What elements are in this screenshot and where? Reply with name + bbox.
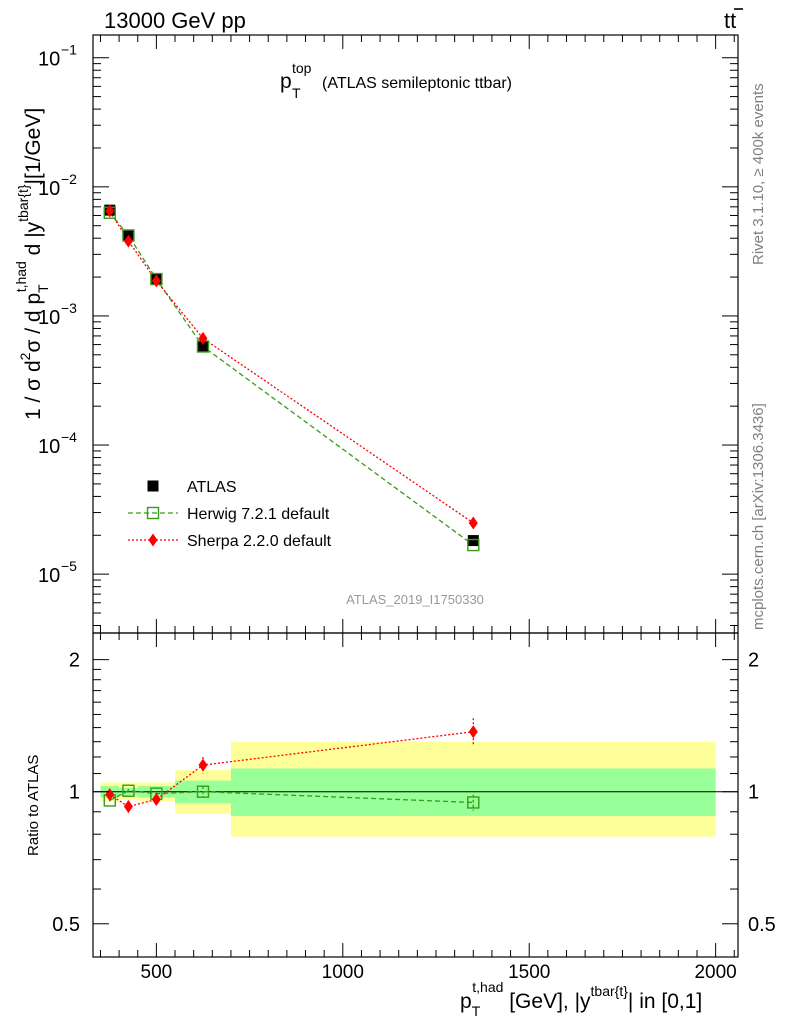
- main-y-tick-exponent: −1: [61, 42, 77, 58]
- ratio-y-tick-label-right: 1: [748, 782, 759, 804]
- title-sup: top: [292, 60, 312, 76]
- title-rest: (ATLAS semileptonic ttbar): [322, 75, 512, 92]
- sherpa-point: [151, 274, 161, 288]
- atlas-point: [467, 535, 479, 547]
- sherpa-ratio-point: [123, 800, 133, 814]
- main-y-tick-label: 10: [38, 436, 60, 458]
- ylabel-a: 1 / σ d: [22, 360, 45, 420]
- ylabel-sup2: t,had: [13, 261, 29, 292]
- rivet-label: Rivet 3.1.10, ≥ 400k events: [750, 83, 767, 265]
- main-y-tick-label: 10: [38, 49, 60, 71]
- xlabel-sup2: tbar{t}: [591, 983, 629, 999]
- xlabel-tail: | in [0,1]: [628, 990, 702, 1013]
- x-axis-label: pTt,had [GeV], |ytbar{t}| in [0,1]: [460, 979, 702, 1019]
- x-tick-label: 2000: [694, 962, 736, 983]
- herwig-point: [467, 538, 480, 552]
- sherpa-ratio-point: [468, 725, 478, 739]
- ylabel-sup3: tbar{t}: [15, 184, 31, 222]
- header-collision-label: 13000 GeV pp: [104, 8, 246, 33]
- svg-text:1 / σ d2σ / d pTt,had d |ytbar: 1 / σ d2σ / d pTt,had d |ytbar{t}|[1/GeV…: [13, 108, 51, 420]
- x-tick-label: 1500: [508, 962, 550, 983]
- band-stat: [230, 768, 716, 817]
- main-y-tick-exponent: −2: [61, 171, 77, 187]
- legend-herwig-label: Herwig 7.2.1 default: [187, 506, 330, 523]
- ratio-y-tick-label-left: 2: [69, 650, 80, 672]
- ylabel-c: d |y: [22, 221, 45, 261]
- main-plot: [103, 204, 480, 552]
- ratio-bands: [100, 741, 716, 837]
- x-tick-label: 1000: [322, 962, 364, 983]
- ratio-y-tick-label-left: 0.5: [52, 914, 80, 936]
- main-y-tick-exponent: −5: [61, 558, 77, 574]
- herwig-ratio-point: [467, 796, 480, 809]
- herwig-line: [109, 212, 474, 546]
- svg-text:pTt,had [GeV], |ytbar{t}| in [: pTt,had [GeV], |ytbar{t}| in [0,1]: [460, 979, 702, 1019]
- xlabel-mid: [GeV], |y: [503, 990, 591, 1013]
- main-y-tick-exponent: −3: [61, 300, 77, 316]
- atlas-point: [197, 340, 209, 352]
- legend-atlas-label: ATLAS: [187, 479, 237, 496]
- sherpa-point: [468, 516, 478, 530]
- sherpa-ratio-point: [198, 758, 208, 772]
- sherpa-point: [198, 331, 208, 345]
- ratio-y-axis-label: Ratio to ATLAS: [25, 755, 42, 856]
- title-p: p: [280, 70, 292, 93]
- sherpa-ratio-point: [151, 792, 161, 806]
- sherpa-point: [123, 234, 133, 248]
- ratio-y-tick-label-right: 0.5: [748, 914, 776, 936]
- main-y-tick-label: 10: [38, 565, 60, 587]
- legend: ATLAS Herwig 7.2.1 default Sherpa 2.2.0 de…: [128, 479, 332, 550]
- title-sub: T: [292, 85, 301, 101]
- sherpa-line: [109, 210, 474, 524]
- ylabel-sub: T: [35, 284, 51, 293]
- ratio-plot: [93, 718, 738, 814]
- herwig-ratio-point: [196, 785, 210, 798]
- ylabel-d: |[1/GeV]: [22, 108, 45, 185]
- legend-sherpa-marker: [148, 533, 158, 547]
- x-tick-label: 500: [141, 962, 173, 983]
- legend-herwig-marker: [146, 506, 160, 520]
- main-y-tick-label: 10: [38, 307, 60, 329]
- main-y-tick-label: 10: [38, 178, 60, 200]
- xlabel-sub: T: [472, 1003, 481, 1019]
- sherpa-point: [105, 204, 115, 218]
- xlabel-sup: t,had: [472, 979, 503, 995]
- ylabel-sup1: 2: [17, 352, 33, 360]
- xlabel-p: p: [460, 990, 472, 1013]
- legend-sherpa-label: Sherpa 2.2.0 default: [187, 533, 332, 550]
- ratio-y-tick-label-right: 2: [748, 650, 759, 672]
- header-process-label: tt: [724, 8, 736, 33]
- ratio-y-tick-label-left: 1: [69, 782, 80, 804]
- process-tt: tt: [724, 8, 736, 33]
- main-y-tick-exponent: −4: [61, 429, 77, 445]
- mcplots-label: mcplots.cern.ch [arXiv:1306.3436]: [750, 403, 767, 630]
- legend-atlas-marker: [147, 480, 159, 492]
- ratio-frame: [92, 632, 739, 958]
- herwig-ratio-point: [122, 784, 135, 797]
- main-y-axis-label: 1 / σ d2σ / d pTt,had d |ytbar{t}|[1/GeV…: [13, 108, 51, 420]
- plot-title: p: [280, 70, 292, 93]
- analysis-id: ATLAS_2019_I1750330: [346, 592, 484, 607]
- ylabel-b: σ / d p: [22, 293, 45, 353]
